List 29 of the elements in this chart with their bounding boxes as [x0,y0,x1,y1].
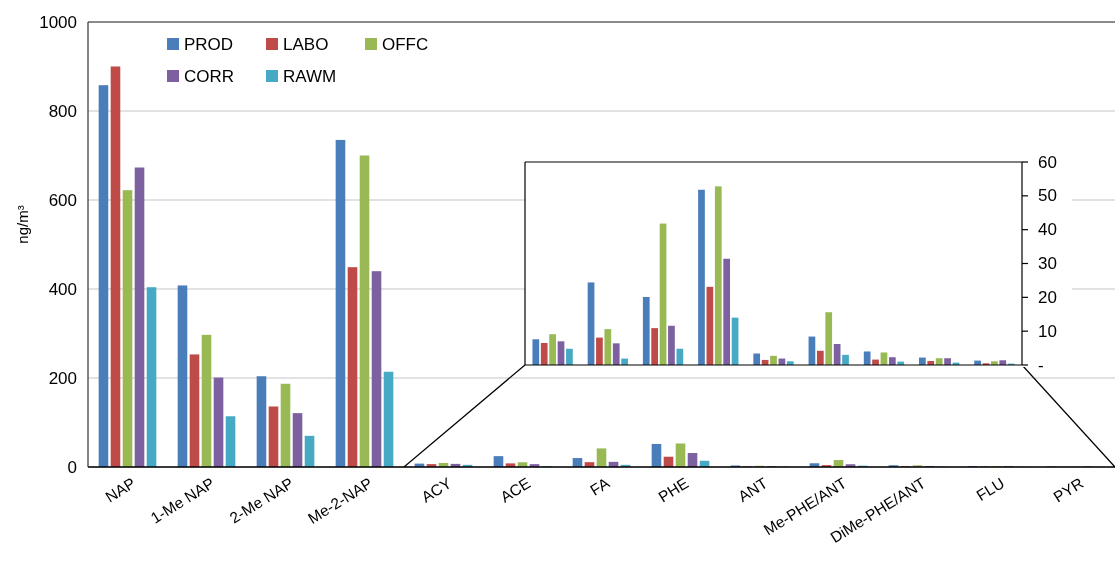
y-tick-label: 20 [1038,287,1057,307]
legend-label: CORR [184,66,235,86]
x-tick-label: FLU [973,473,1007,504]
y-tick-label: 60 [1038,152,1057,172]
legend-label: RAWM [283,66,337,86]
y-tick-label: 800 [48,101,77,121]
y-tick-label: 200 [48,368,77,388]
y-tick-label: 1000 [39,12,77,32]
x-tick-label: PHE [654,473,691,506]
y-tick-label: 0 [67,457,77,477]
x-tick-label: 1-Me NAP [147,473,217,527]
y-tick-label: 600 [48,190,77,210]
x-tick-label: ANT [734,473,771,505]
y-tick-label: 50 [1038,186,1057,206]
legend-label: LABO [283,34,329,54]
x-tick-label: ACY [417,473,454,506]
y-tick-label: - [1038,355,1044,375]
y-tick-label: 40 [1038,220,1057,240]
x-tick-label: FA [586,473,613,499]
legend-label: PROD [184,34,234,54]
y-axis-title: ng/m³ [13,205,31,244]
y-tick-label: 400 [48,279,77,299]
y-tick-label: 10 [1038,321,1057,341]
x-tick-label: PYR [1049,473,1086,506]
y-tick-label: 30 [1038,254,1057,273]
x-tick-label: ACE [496,473,533,506]
legend-label: OFFC [382,34,429,54]
x-tick-label: NAP [101,473,138,506]
x-tick-label: 2-Me NAP [226,473,296,527]
